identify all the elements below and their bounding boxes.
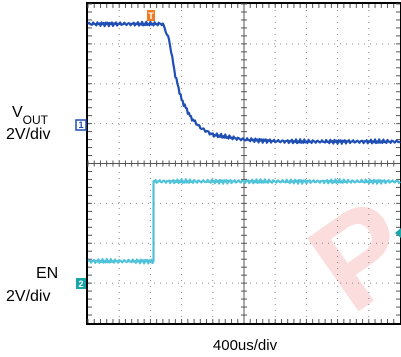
- vout-label: VOUT: [12, 104, 49, 127]
- channel-2-marker: 2: [76, 278, 86, 289]
- trace-vout: [87, 20, 401, 145]
- channel-2-level-marker: [395, 228, 401, 238]
- waveform-traces: [87, 20, 401, 265]
- trigger-marker-label: T: [148, 11, 154, 21]
- channel-1-marker: 1: [75, 119, 87, 131]
- en-scale-label: 2V/div: [6, 288, 50, 305]
- trace-en: [87, 178, 401, 265]
- trigger-marker: T: [147, 10, 155, 21]
- channel-2-marker-label: 2: [78, 279, 83, 289]
- vout-scale-label: 2V/div: [6, 126, 50, 143]
- graticule: [87, 3, 400, 323]
- en-label: EN: [36, 265, 58, 282]
- channel-1-marker-label: 1: [78, 120, 83, 130]
- timebase-label: 400us/div: [213, 337, 278, 354]
